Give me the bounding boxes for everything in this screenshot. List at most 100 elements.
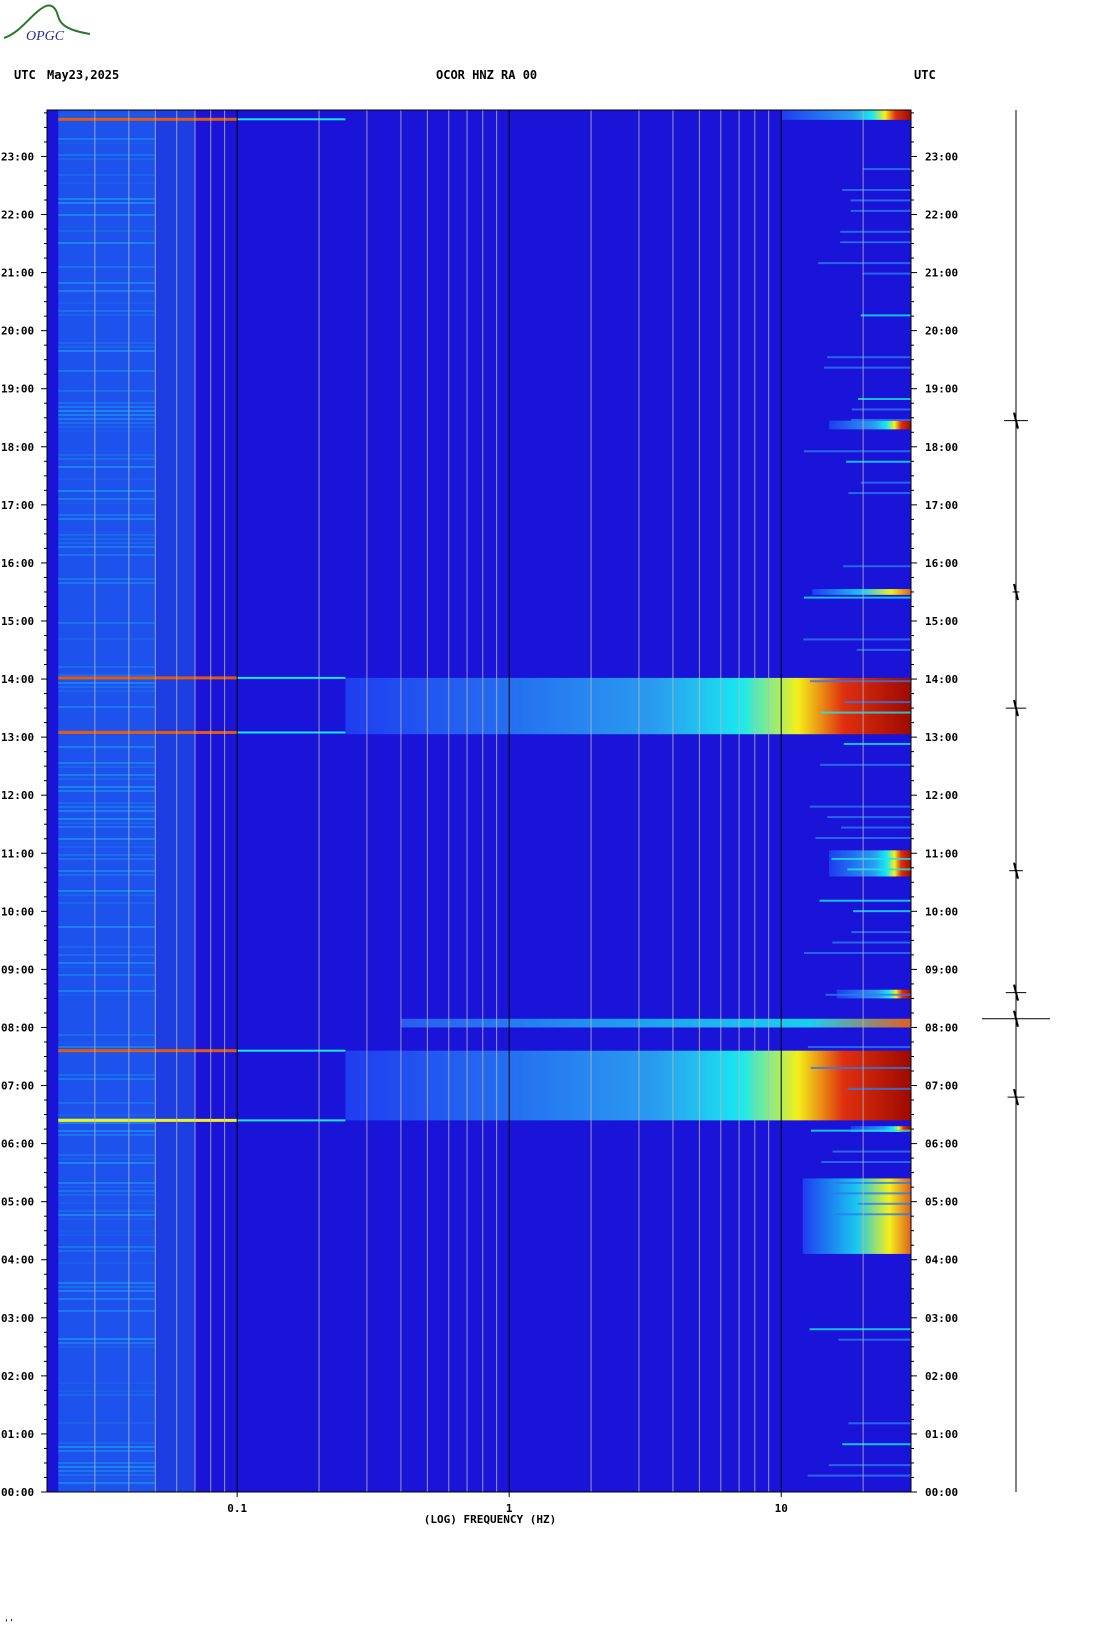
high-frequency-speckle (851, 408, 911, 411)
high-frequency-speckle (838, 1338, 911, 1341)
high-frequency-speckle (842, 1443, 911, 1446)
y-tick-label-right: 04:00 (925, 1254, 958, 1267)
x-axis-label: (LOG) FREQUENCY (HZ) (423, 1513, 557, 1526)
corner-mark: ‘’ (4, 1618, 14, 1627)
y-tick-label-left: 16:00 (1, 557, 34, 570)
low-frequency-stripe (58, 1218, 156, 1220)
y-tick-label-right: 09:00 (925, 963, 958, 976)
low-frequency-stripe (58, 1102, 156, 1104)
high-frequency-speckle (851, 418, 911, 421)
y-tick-label-right: 05:00 (925, 1196, 958, 1209)
low-frequency-stripe (58, 1042, 156, 1044)
high-frequency-speckle (827, 816, 911, 819)
high-frequency-speckle (832, 941, 911, 944)
low-frequency-stripe (58, 778, 156, 780)
trace-burst (1013, 1088, 1019, 1106)
low-frequency-stripe (58, 518, 156, 520)
low-frequency-line (58, 676, 238, 680)
low-frequency-stripe (58, 502, 156, 504)
y-tick-label-left: 19:00 (1, 383, 34, 396)
low-frequency-stripe (58, 1474, 156, 1476)
y-tick-label-left: 22:00 (1, 209, 34, 222)
event-band (850, 1126, 911, 1132)
low-frequency-stripe (58, 1210, 156, 1212)
low-frequency-stripe (58, 282, 156, 284)
low-frequency-stripe (58, 1286, 156, 1288)
low-frequency-stripe (58, 1134, 156, 1136)
low-frequency-stripe (58, 554, 156, 556)
high-frequency-speckle (856, 648, 911, 651)
low-frequency-stripe (58, 1346, 156, 1348)
high-frequency-speckle (848, 1422, 911, 1425)
low-frequency-stripe (58, 826, 156, 828)
low-frequency-stripe (58, 818, 156, 820)
high-frequency-speckle (862, 272, 911, 275)
low-frequency-stripe (58, 458, 156, 460)
low-frequency-stripe (58, 346, 156, 348)
high-frequency-speckle (831, 857, 911, 860)
date-label: May23,2025 (47, 68, 120, 82)
low-frequency-stripe (58, 1470, 156, 1472)
low-frequency-stripe (58, 1034, 156, 1036)
low-frequency-band-edge (155, 110, 196, 1492)
high-frequency-speckle (846, 460, 911, 463)
y-tick-label-right: 14:00 (925, 673, 958, 686)
low-frequency-stripe (58, 578, 156, 580)
low-frequency-stripe (58, 638, 156, 640)
opgc-logo: OPGC (3, 4, 91, 44)
low-frequency-stripe (58, 538, 156, 540)
high-frequency-speckle (851, 931, 911, 934)
left-timezone: UTC (14, 68, 36, 82)
high-frequency-speckle (850, 209, 911, 212)
low-frequency-stripe (58, 1450, 156, 1452)
y-tick-label-left: 03:00 (1, 1312, 34, 1325)
y-tick-label-right: 02:00 (925, 1370, 958, 1383)
low-frequency-stripe (58, 422, 156, 424)
low-frequency-stripe (58, 690, 156, 692)
low-frequency-stripe (58, 874, 156, 876)
trace-burst (1013, 412, 1019, 429)
trace-burst (1013, 984, 1019, 1001)
low-frequency-stripe (58, 822, 156, 824)
y-tick-label-right: 06:00 (925, 1138, 958, 1151)
y-tick-label-right: 07:00 (925, 1080, 958, 1093)
low-frequency-stripe (58, 198, 156, 200)
high-frequency-speckle (850, 199, 911, 202)
low-frequency-stripe (58, 682, 156, 684)
low-frequency-stripe (58, 242, 156, 244)
low-frequency-stripe (58, 582, 156, 584)
low-frequency-stripe (58, 430, 156, 432)
y-tick-label-left: 15:00 (1, 615, 34, 628)
low-frequency-stripe (58, 390, 156, 392)
low-frequency-stripe (58, 514, 156, 516)
low-frequency-stripe (58, 974, 156, 976)
y-tick-label-left: 10:00 (1, 905, 34, 918)
low-frequency-stripe (58, 1234, 156, 1236)
low-frequency-stripe (58, 226, 156, 228)
low-frequency-stripe (58, 182, 156, 184)
low-frequency-stripe (58, 1446, 156, 1448)
low-frequency-stripe (58, 1442, 156, 1444)
high-frequency-speckle (834, 1181, 911, 1184)
low-frequency-stripe (58, 774, 156, 776)
y-tick-label-left: 14:00 (1, 673, 34, 686)
low-frequency-stripe (58, 534, 156, 536)
high-frequency-speckle (848, 492, 911, 495)
low-frequency-stripe (58, 1282, 156, 1284)
low-frequency-stripe (58, 1246, 156, 1248)
low-frequency-stripe (58, 314, 156, 316)
low-frequency-stripe (58, 1478, 156, 1480)
low-frequency-stripe (58, 310, 156, 312)
low-frequency-line-tail (237, 118, 346, 121)
event-band (345, 1050, 912, 1121)
y-tick-label-right: 15:00 (925, 615, 958, 628)
y-tick-label-left: 07:00 (1, 1080, 34, 1093)
low-frequency-stripe (58, 1390, 156, 1392)
right-timezone: UTC (914, 68, 936, 82)
low-frequency-line (58, 1049, 238, 1053)
high-frequency-speckle (824, 366, 911, 369)
low-frequency-stripe (58, 350, 156, 352)
high-frequency-speckle (825, 993, 911, 996)
low-frequency-stripe (58, 1202, 156, 1204)
low-frequency-stripe (58, 454, 156, 456)
